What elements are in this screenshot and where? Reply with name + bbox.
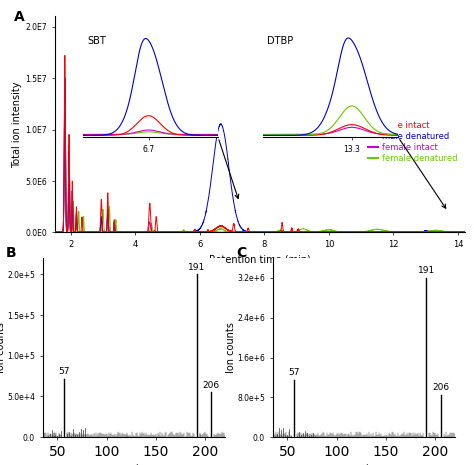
Text: 57: 57 bbox=[59, 367, 70, 376]
Text: DTBP: DTBP bbox=[267, 36, 293, 46]
Text: 191: 191 bbox=[418, 266, 435, 275]
Text: 191: 191 bbox=[188, 263, 205, 272]
X-axis label: m/z: m/z bbox=[125, 464, 143, 465]
Legend: male intact, male denatured, female intact, female denatured: male intact, male denatured, female inta… bbox=[365, 117, 460, 166]
X-axis label: Retention time (min): Retention time (min) bbox=[209, 255, 310, 265]
Text: 206: 206 bbox=[203, 381, 220, 390]
X-axis label: m/z: m/z bbox=[355, 464, 373, 465]
Text: A: A bbox=[13, 10, 24, 24]
Text: SBT: SBT bbox=[87, 36, 106, 46]
Text: 57: 57 bbox=[289, 368, 300, 377]
Y-axis label: Ion counts: Ion counts bbox=[226, 322, 236, 373]
Text: B: B bbox=[6, 246, 17, 259]
Text: C: C bbox=[236, 246, 246, 259]
Y-axis label: Ion counts: Ion counts bbox=[0, 322, 6, 373]
Text: 206: 206 bbox=[433, 383, 450, 392]
Y-axis label: Total ion intensity: Total ion intensity bbox=[12, 81, 22, 168]
